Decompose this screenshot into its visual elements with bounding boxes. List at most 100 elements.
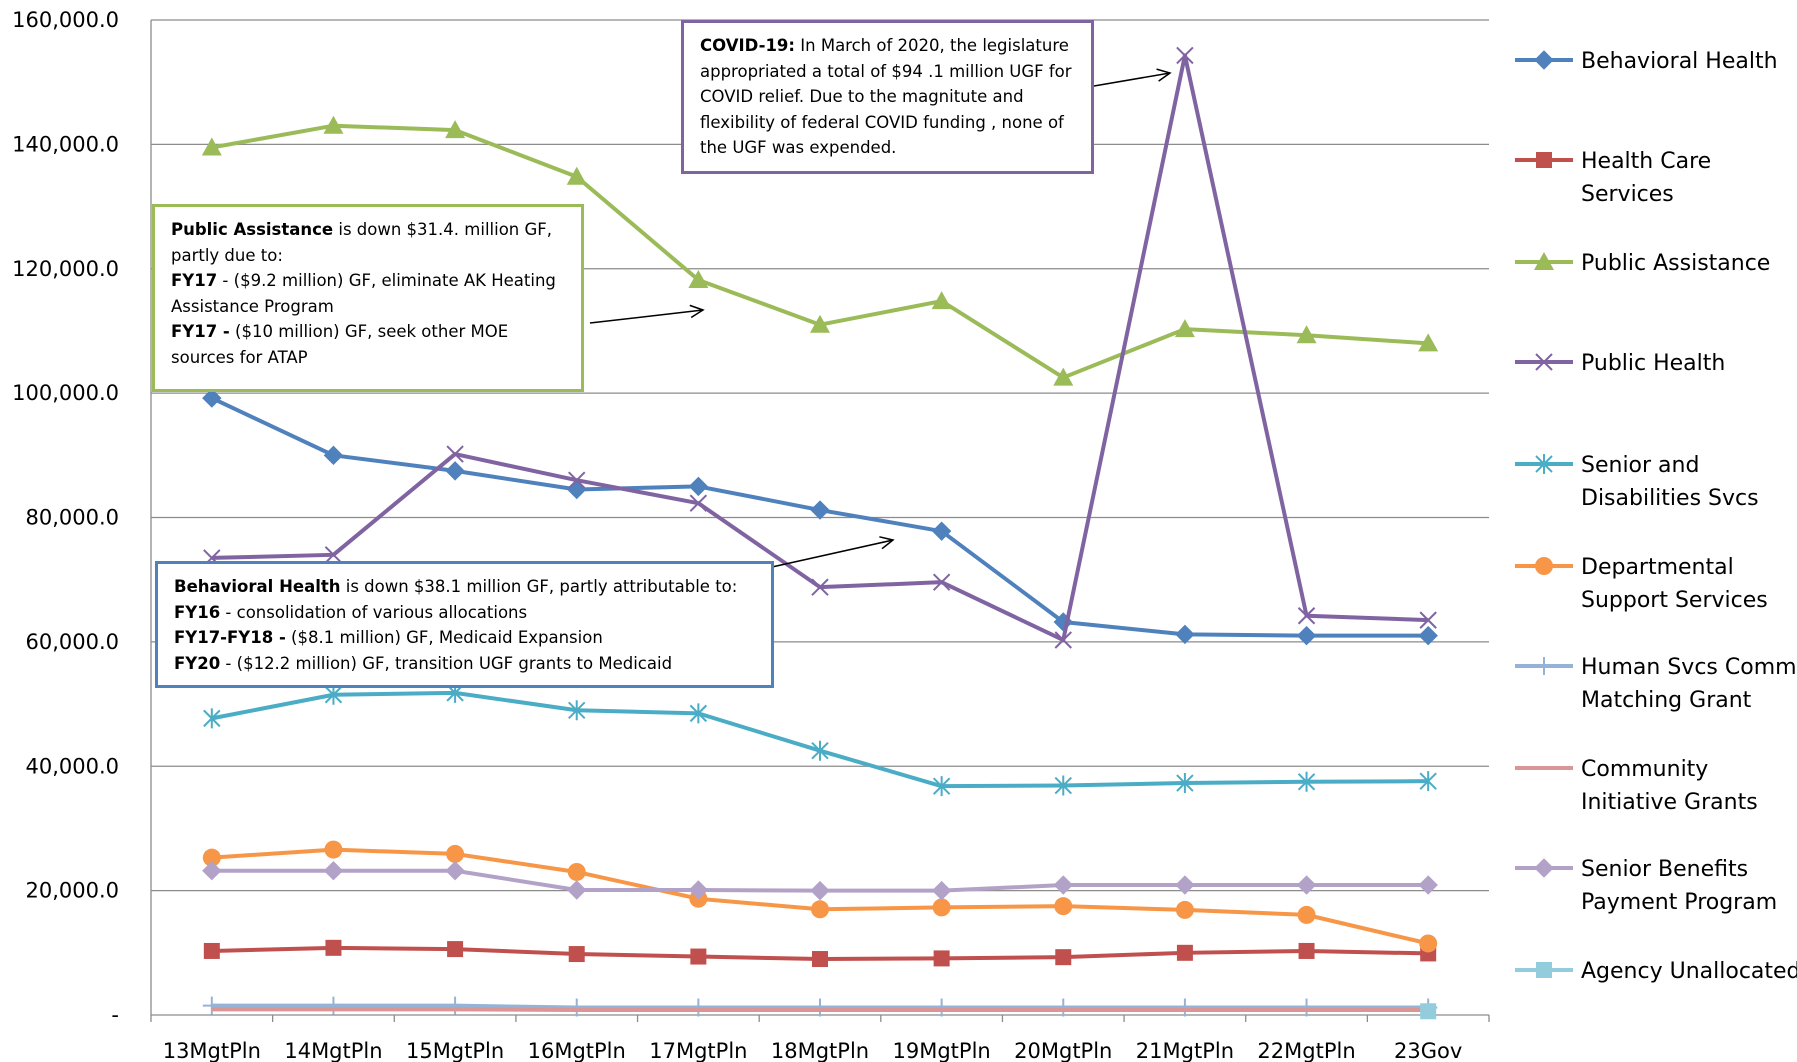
legend-item-departmental-support-services: Departmental Support Services [1515,555,1768,613]
data-point [568,946,585,963]
pa-annotation-line2-text: ($10 million) GF, seek other MOE sources… [171,322,509,367]
data-point [810,880,830,901]
legend-label: Behavioral Health [1581,49,1778,74]
data-point [1418,875,1438,895]
series-human-svcs-comm-matching-grant [202,996,1438,1017]
data-point [931,880,952,901]
legend-item-agency-unallocated: Agency Unallocated [1515,959,1797,984]
x-tick-label: 15MgtPln [406,1039,504,1062]
data-point [1296,875,1317,895]
data-point [1296,625,1317,646]
bh-annotation-line1-head: FY16 [174,602,221,622]
pa-annotation-line2-head: FY17 - [171,322,230,341]
data-point [568,700,586,721]
legend-label: Health Care [1581,149,1711,174]
data-point [445,861,465,881]
data-point [201,137,222,156]
data-point [324,684,343,705]
data-point [932,573,951,591]
data-point [932,998,951,1017]
data-point [567,998,586,1017]
data-point [1054,775,1072,796]
covid-annotation-text: In March of 2020, the legislature approp… [700,36,1072,157]
legend-label: Senior and [1581,453,1699,478]
data-point [446,445,464,463]
data-point [202,861,222,881]
annotation-arrow [589,304,705,324]
bh-annotation-text: is down $38.1 million GF, partly attribu… [340,577,738,596]
legend-label: Payment Program [1581,890,1777,915]
data-point [932,776,951,797]
x-tick-label: 21MgtPln [1136,1039,1234,1062]
series-public-assistance [201,115,1439,386]
arrow-head [689,304,705,319]
pa-annotation-text: is down $31.4. million GF, partly due to… [171,220,553,265]
data-point [202,848,221,867]
data-point [1419,611,1437,629]
x-tick-label: 19MgtPln [893,1039,991,1062]
x-tick-label: 13MgtPln [163,1039,261,1062]
y-tick-label: 140,000.0 [12,132,119,156]
data-point [689,494,708,512]
legend-label: Departmental [1581,555,1734,580]
data-point [202,996,221,1015]
bh-annotation-line2-head: FY17-FY18 - [174,628,286,647]
data-point [447,941,464,958]
annotation-arrows [589,68,1172,568]
data-point [690,948,707,965]
covid-annotation-box: COVID-19: In March of 2020, the legislat… [681,20,1094,174]
data-point [203,708,221,729]
data-point [812,951,828,968]
data-point [811,998,829,1017]
legend-marker [1536,152,1552,168]
y-tick-label: 60,000.0 [25,630,119,654]
legend-label: Public Assistance [1581,251,1770,276]
pa-annotation-line1-text: - ($9.2 million) GF, eliminate AK Heatin… [171,271,556,316]
data-point [324,546,343,564]
pa-annotation-head: Public Assistance [171,220,334,239]
bh-annotation-line3-head: FY20 [174,653,221,673]
data-point [1418,625,1438,646]
x-tick-label: 14MgtPln [284,1039,382,1062]
data-point [567,880,587,900]
data-point [931,291,952,310]
y-tick-label: 100,000.0 [12,381,119,405]
data-point [1054,631,1072,649]
data-point [688,880,709,900]
legend-item-public-health: Public Health [1515,351,1725,376]
data-point [324,996,343,1015]
data-point [1174,319,1195,338]
data-point [811,740,829,761]
arrow-head [879,536,895,550]
x-axis: 13MgtPln 14MgtPln 15MgtPln 16MgtPln 17MgtPln… [150,1014,1490,1062]
y-tick-label: 20,000.0 [25,879,119,903]
y-tick-label: - [111,1003,119,1027]
data-point [1297,905,1316,924]
data-point [1297,998,1316,1017]
data-point [324,840,343,859]
behavioral-health-annotation-box: Behavioral Health is down $38.1 million … [155,561,774,688]
data-point [1054,998,1073,1017]
legend-marker [1534,252,1554,270]
data-point [1296,325,1317,344]
data-point [1176,944,1193,961]
annotation-arrow [1093,68,1172,87]
series-agency-unallocated [1420,1003,1437,1020]
data-point [325,939,342,956]
data-point [1175,624,1195,645]
data-point [323,445,344,466]
series-health-care-services [203,939,1437,968]
legend-label: Agency Unallocated [1581,959,1797,984]
data-point [931,521,952,541]
legend-item-community-initiative-grants: Community Initiative Grants [1515,757,1758,815]
bh-annotation-line3-text: - ($12.2 million) GF, transition UGF gra… [220,653,673,673]
data-point [811,578,829,596]
data-point [1297,607,1316,625]
data-point [933,950,950,967]
legend-marker [1536,962,1552,978]
data-point [446,996,465,1015]
data-point [566,166,587,185]
data-point [1055,949,1072,966]
data-point [1176,773,1194,794]
data-point [688,476,709,497]
